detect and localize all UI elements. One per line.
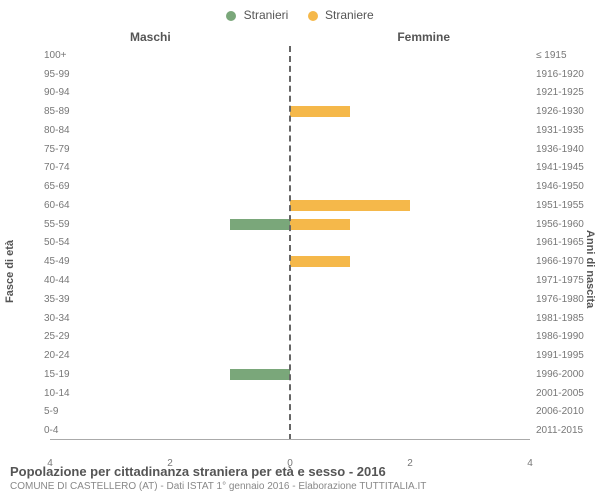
male-half <box>50 271 290 290</box>
male-half <box>50 121 290 140</box>
female-half <box>290 327 530 346</box>
x-axis-baseline <box>50 439 530 440</box>
bar-female <box>290 106 350 117</box>
male-half <box>50 327 290 346</box>
female-half <box>290 309 530 328</box>
header-female: Femmine <box>397 30 450 44</box>
female-half <box>290 102 530 121</box>
male-half <box>50 234 290 253</box>
legend-label-male: Stranieri <box>244 8 289 22</box>
female-half <box>290 421 530 440</box>
legend-label-female: Straniere <box>325 8 374 22</box>
chart-footer: Popolazione per cittadinanza straniera p… <box>10 464 590 492</box>
female-half <box>290 234 530 253</box>
female-half <box>290 177 530 196</box>
legend-swatch-male <box>226 11 236 21</box>
female-half <box>290 290 530 309</box>
male-half <box>50 252 290 271</box>
female-half <box>290 140 530 159</box>
female-half <box>290 46 530 65</box>
chart-subtitle: COMUNE DI CASTELLERO (AT) - Dati ISTAT 1… <box>10 481 590 492</box>
male-half <box>50 102 290 121</box>
female-half <box>290 196 530 215</box>
male-half <box>50 177 290 196</box>
male-half <box>50 196 290 215</box>
female-half <box>290 384 530 403</box>
male-half <box>50 140 290 159</box>
header-male: Maschi <box>130 30 171 44</box>
population-pyramid-chart: Stranieri Straniere Maschi Femmine Fasce… <box>0 0 600 500</box>
center-divider <box>289 46 291 440</box>
female-half <box>290 84 530 103</box>
female-half <box>290 252 530 271</box>
female-half <box>290 121 530 140</box>
male-half <box>50 421 290 440</box>
female-half <box>290 65 530 84</box>
female-half <box>290 271 530 290</box>
legend-item-male: Stranieri <box>226 8 288 22</box>
plot-area: 100+≤ 191595-991916-192090-941921-192585… <box>50 46 530 440</box>
female-half <box>290 365 530 384</box>
female-half <box>290 159 530 178</box>
male-half <box>50 290 290 309</box>
male-half <box>50 384 290 403</box>
female-half <box>290 402 530 421</box>
legend-item-female: Straniere <box>308 8 374 22</box>
male-half <box>50 365 290 384</box>
legend: Stranieri Straniere <box>0 8 600 22</box>
female-half <box>290 346 530 365</box>
male-half <box>50 346 290 365</box>
bar-female <box>290 219 350 230</box>
male-half <box>50 46 290 65</box>
y-axis-title-left: Fasce di età <box>4 240 16 303</box>
male-half <box>50 84 290 103</box>
male-half <box>50 309 290 328</box>
chart-title: Popolazione per cittadinanza straniera p… <box>10 464 590 479</box>
male-half <box>50 215 290 234</box>
male-half <box>50 402 290 421</box>
bar-male <box>230 369 290 380</box>
female-half <box>290 215 530 234</box>
bar-female <box>290 200 410 211</box>
male-half <box>50 159 290 178</box>
bar-female <box>290 256 350 267</box>
bar-male <box>230 219 290 230</box>
y-axis-title-right: Anni di nascita <box>584 230 596 308</box>
male-half <box>50 65 290 84</box>
legend-swatch-female <box>308 11 318 21</box>
